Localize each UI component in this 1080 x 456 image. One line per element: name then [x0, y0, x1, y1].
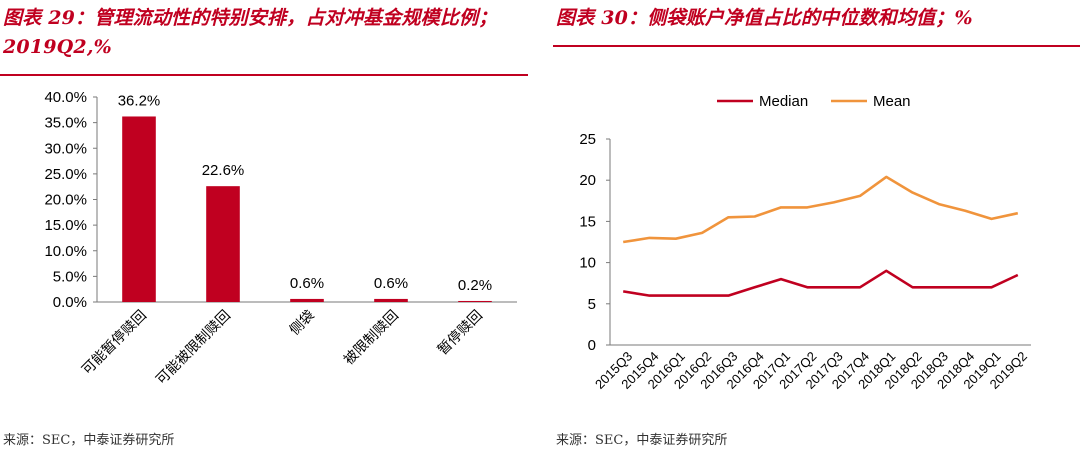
line-y-tick-label: 0 [588, 337, 596, 354]
bar-y-tick-label: 0.0% [53, 294, 87, 311]
line-series-median [622, 269, 1019, 297]
left-chart-title: 图表 29：管理流动性的特别安排，占对冲基金规模比例；2019Q2,% [3, 7, 498, 58]
bar-chart: 0.0% 5.0% 10.0% 15.0% 20.0% 25.0% 30.0% 35.0% 40… [44, 89, 517, 388]
line-y-tick-label: 15 [579, 213, 596, 230]
line-y-tick-label: 10 [579, 255, 596, 272]
line-x-tick-labels: 2015Q32015Q42016Q12016Q22016Q32016Q42017… [592, 349, 1030, 392]
bar [458, 300, 492, 302]
line-y-tick-label: 25 [579, 131, 596, 148]
legend-label-mean: Mean [873, 93, 911, 110]
bar [290, 298, 324, 302]
bar-category-label: 可能暂停赎回 [78, 307, 149, 378]
bar-data-label: 22.6% [202, 162, 245, 179]
bar-y-tick-label: 10.0% [44, 243, 87, 260]
legend-label-median: Median [759, 93, 808, 110]
bar-category-label: 被限制赎回 [340, 307, 401, 368]
bar-category-label: 可能被限制赎回 [153, 307, 234, 388]
line-series-mean [622, 175, 1019, 244]
bar-x-tick-labels: 可能暂停赎回 可能被限制赎回 侧袋 被限制赎回 暂停赎回 [78, 307, 485, 388]
left-title-rule [0, 74, 528, 76]
left-source-note: 来源：SEC，中泰证券研究所 [3, 433, 175, 448]
bar [206, 186, 240, 302]
line-y-tick-label: 20 [579, 172, 596, 189]
left-chart-panel: 图表 29：管理流动性的特别安排，占对冲基金规模比例；2019Q2,% 0.0%… [0, 0, 530, 456]
bar [122, 116, 156, 302]
bar-y-ticks: 0.0% 5.0% 10.0% 15.0% 20.0% 25.0% 30.0% 35.0% 40… [44, 89, 97, 311]
right-chart-panel: 图表 30：侧袋账户净值占比的中位数和均值；% Median Mean 0 5 10 1… [553, 0, 1080, 456]
bar-y-tick-label: 5.0% [53, 268, 87, 285]
bar-data-labels: 36.2% 22.6% 0.6% 0.6% 0.2% [118, 92, 492, 294]
bar-y-tick-label: 25.0% [44, 166, 87, 183]
bar-data-label: 36.2% [118, 92, 161, 109]
bar-y-tick-label: 30.0% [44, 140, 87, 157]
line-y-ticks: 0 5 10 15 20 25 [579, 131, 610, 354]
bar-data-label: 0.6% [290, 275, 324, 292]
bar-data-label: 0.6% [374, 275, 408, 292]
line-chart: Median Mean 0 5 10 15 20 25 2015Q32015Q42016Q1… [579, 93, 1031, 392]
line-series-group [622, 175, 1019, 297]
bar-category-label: 侧袋 [286, 307, 317, 338]
bar-series [122, 116, 492, 302]
bar-y-tick-label: 20.0% [44, 192, 87, 209]
bar-category-label: 暂停赎回 [434, 307, 485, 358]
bar-y-tick-label: 40.0% [44, 89, 87, 106]
line-legend: Median Mean [717, 93, 911, 110]
line-y-tick-label: 5 [588, 296, 596, 313]
bar-y-tick-label: 35.0% [44, 115, 87, 132]
bar-y-tick-label: 15.0% [44, 217, 87, 234]
bar [374, 298, 408, 302]
bar-data-label: 0.2% [458, 277, 492, 294]
right-source-note: 来源：SEC，中泰证券研究所 [556, 433, 728, 448]
right-chart-title: 图表 30：侧袋账户净值占比的中位数和均值；% [556, 7, 973, 29]
right-title-rule [553, 45, 1080, 47]
